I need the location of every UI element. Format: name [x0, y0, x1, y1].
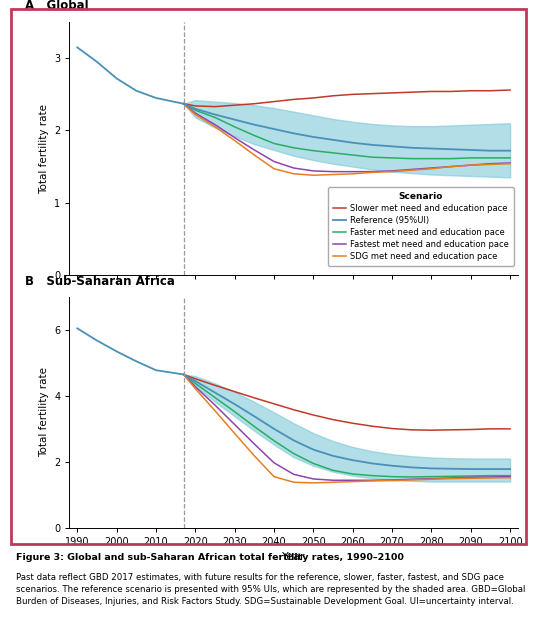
- Legend: Slower met need and education pace, Reference (95%UI), Faster met need and educa: Slower met need and education pace, Refe…: [328, 187, 514, 265]
- Y-axis label: Total fertility rate: Total fertility rate: [38, 104, 49, 193]
- Text: Past data reflect GBD 2017 estimates, with future results for the reference, slo: Past data reflect GBD 2017 estimates, wi…: [16, 573, 525, 606]
- Text: A   Global: A Global: [25, 0, 88, 12]
- Y-axis label: Total fertility rate: Total fertility rate: [38, 367, 49, 458]
- X-axis label: Year: Year: [282, 552, 305, 562]
- Text: Figure 3: Global and sub-Saharan African total fertility rates, 1990–2100: Figure 3: Global and sub-Saharan African…: [16, 553, 404, 562]
- Text: B   Sub-Saharan Africa: B Sub-Saharan Africa: [25, 275, 175, 288]
